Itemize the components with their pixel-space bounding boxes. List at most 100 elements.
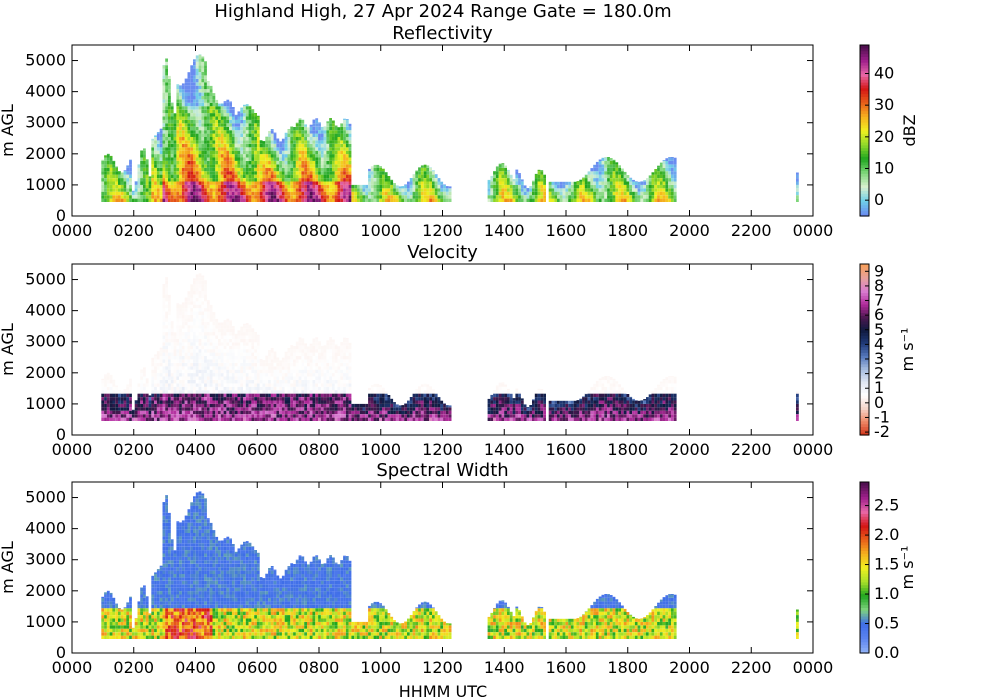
heatmap-cell [209,410,213,415]
heatmap-cell [201,291,205,295]
heatmap-cell [273,133,277,137]
heatmap-cell [118,400,121,404]
heatmap-cell [176,85,180,90]
heatmap-cell [237,133,241,137]
heatmap-cell [151,373,155,377]
heatmap-cell [145,414,149,418]
heatmap-cell [209,161,213,165]
heatmap-cell [245,407,249,411]
heatmap-cell [201,294,205,298]
heatmap-cell [204,400,207,404]
heatmap-cell [176,407,180,411]
heatmap-cell [109,383,113,387]
heatmap-cell [181,140,185,144]
colorbar-swatch [860,176,869,180]
heatmap-cell [251,126,255,131]
heatmap-cell [295,366,299,370]
heatmap-cell [318,126,321,131]
heatmap-cell [668,178,671,182]
heatmap-cell [159,157,163,161]
heatmap-cell [270,380,274,384]
heatmap-cell [193,119,196,124]
heatmap-cell [293,373,296,377]
heatmap-cell [520,195,524,199]
heatmap-cell [240,119,244,124]
heatmap-cell [179,414,182,418]
heatmap-cell [195,383,199,387]
heatmap-cell [223,150,227,155]
heatmap-cell [518,188,521,192]
heatmap-cell [176,321,180,326]
heatmap-cell [348,178,352,182]
heatmap-cell [240,366,244,370]
heatmap-cell [156,178,160,182]
heatmap-cell [632,188,635,192]
heatmap-cell [348,147,352,151]
heatmap-cell [168,362,171,367]
heatmap-cell [332,126,335,131]
heatmap-cell [170,106,174,110]
heatmap-cell [154,181,157,185]
heatmap-cell [520,181,524,185]
heatmap-cell [206,113,210,117]
heatmap-cell [159,366,163,370]
heatmap-cell [159,150,163,155]
heatmap-cell [206,198,210,202]
heatmap-cell [554,184,558,189]
heatmap-cell [265,140,269,144]
heatmap-cell [156,397,160,401]
heatmap-cell [268,143,271,148]
heatmap-cell [209,133,213,137]
heatmap-cell [298,380,302,384]
heatmap-cell [507,184,510,189]
heatmap-cell [209,338,213,343]
heatmap-cell [587,178,591,182]
heatmap-cell [162,147,166,151]
heatmap-cell [229,338,232,343]
heatmap-cell [548,181,552,185]
heatmap-cell [165,321,168,326]
heatmap-cell [179,383,182,387]
heatmap-cell [223,184,227,189]
heatmap-cell [259,140,263,144]
heatmap-cell [215,181,219,185]
heatmap-cell [193,89,196,93]
heatmap-cell [184,171,188,175]
heatmap-cell [204,143,207,148]
heatmap-cell [212,116,216,120]
heatmap-cell [293,181,296,185]
heatmap-cell [198,362,202,367]
heatmap-cell [379,198,382,202]
heatmap-cell [268,383,271,387]
heatmap-cell [551,184,555,189]
heatmap-cell [565,184,569,189]
heatmap-cell [195,349,199,353]
heatmap-cell [329,164,332,168]
heatmap-cell [220,137,224,141]
heatmap-cell [179,397,182,401]
heatmap-cell [184,178,188,182]
heatmap-cell [173,198,177,202]
heatmap-cell [148,417,152,421]
heatmap-cell [382,181,385,185]
heatmap-cell [123,417,127,421]
heatmap-cell [254,113,257,114]
heatmap-cell [190,383,194,387]
heatmap-cell [270,154,274,158]
heatmap-cell [201,335,205,339]
heatmap-cell [181,171,185,175]
heatmap-cell [201,89,205,93]
heatmap-cell [309,154,313,158]
heatmap-cell [615,164,619,168]
heatmap-cell [259,359,263,360]
heatmap-cell [304,154,307,158]
heatmap-cell [101,386,105,391]
heatmap-cell [206,123,210,127]
heatmap-cell [198,164,202,168]
heatmap-cell [287,191,291,196]
heatmap-cell [601,184,605,189]
heatmap-cell [657,191,660,196]
heatmap-cell [215,116,219,120]
heatmap-cell [295,195,299,199]
heatmap-cell [340,195,344,199]
